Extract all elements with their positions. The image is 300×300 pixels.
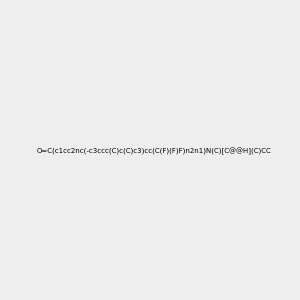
Text: O=C(c1cc2nc(-c3ccc(C)c(C)c3)cc(C(F)(F)F)n2n1)N(C)[C@@H](C)CC: O=C(c1cc2nc(-c3ccc(C)c(C)c3)cc(C(F)(F)F)… bbox=[36, 148, 271, 155]
